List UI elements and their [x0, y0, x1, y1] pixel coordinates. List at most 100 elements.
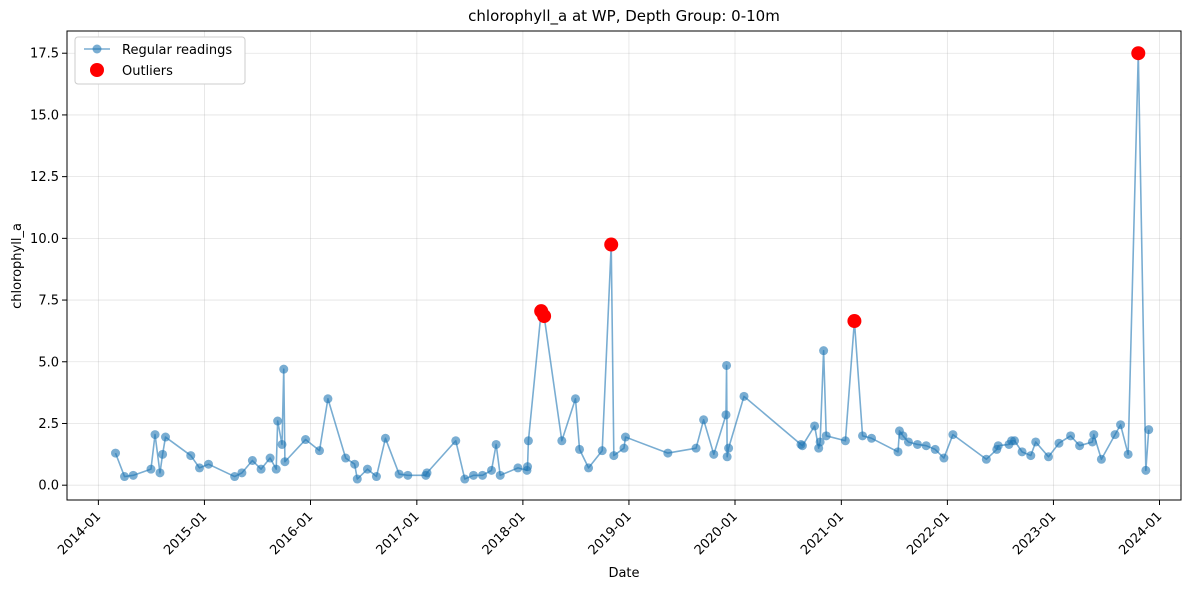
regular-reading-point: [513, 463, 523, 473]
x-tick-label: 2022-01: [904, 509, 953, 558]
x-tick-label: 2018-01: [480, 509, 529, 558]
regular-reading-point: [570, 394, 580, 404]
regular-reading-point: [1044, 452, 1054, 462]
x-tick-label: 2014-01: [55, 509, 104, 558]
regular-reading-point: [821, 431, 831, 441]
x-tick-label: 2020-01: [692, 509, 741, 558]
regular-reading-point: [323, 394, 333, 404]
y-axis-label: chlorophyll_a: [10, 223, 25, 309]
legend: Regular readings Outliers: [74, 36, 246, 85]
regular-reading-point: [523, 436, 533, 446]
legend-label-outlier: Outliers: [122, 64, 173, 79]
regular-reading-point: [1141, 465, 1151, 475]
regular-reading-point: [619, 443, 629, 453]
y-tick-label: 12.5: [30, 170, 59, 185]
regular-reading-point: [158, 449, 168, 459]
regular-reading-point: [204, 459, 214, 469]
chart-title: chlorophyll_a at WP, Depth Group: 0-10m: [468, 7, 780, 26]
regular-reading-point: [903, 437, 913, 447]
y-tick-label: 5.0: [38, 355, 59, 370]
regular-reading-point: [247, 456, 257, 466]
x-tick-label: 2021-01: [798, 509, 847, 558]
x-tick-label: 2019-01: [586, 509, 635, 558]
regular-reading-point: [1089, 430, 1099, 440]
regular-reading-point: [815, 437, 825, 447]
regular-reading-point: [557, 436, 567, 446]
x-tick-label: 2017-01: [374, 509, 423, 558]
regular-reading-point: [186, 451, 196, 461]
regular-reading-point: [691, 443, 701, 453]
regular-reading-point: [1144, 425, 1154, 435]
regular-reading-point: [898, 431, 908, 441]
y-tick-label: 7.5: [38, 294, 59, 309]
regular-reading-point: [867, 433, 877, 443]
regular-reading-point: [160, 432, 170, 442]
y-tick-label: 17.5: [30, 47, 59, 62]
regular-reading-point: [523, 462, 533, 472]
regular-reading-point: [194, 463, 204, 473]
regular-reading-point: [380, 433, 390, 443]
regular-reading-point: [120, 472, 130, 482]
regular-reading-point: [948, 430, 958, 440]
regular-reading-point: [721, 410, 731, 420]
regular-reading-point: [352, 474, 362, 484]
regular-reading-point: [350, 459, 360, 469]
regular-reading-point: [1116, 420, 1126, 430]
regular-reading-point: [819, 346, 829, 356]
legend-marker-regular: [92, 44, 102, 54]
regular-reading-point: [797, 441, 807, 451]
regular-reading-point: [709, 449, 719, 459]
regular-reading-point: [1123, 449, 1133, 459]
regular-reading-point: [724, 443, 734, 453]
regular-reading-point: [858, 431, 868, 441]
outlier-point: [604, 237, 619, 252]
regular-reading-point: [1075, 441, 1085, 451]
regular-reading-point: [362, 464, 372, 474]
regular-reading-point: [575, 444, 585, 454]
x-axis-label: Date: [608, 566, 639, 581]
regular-reading-point: [341, 453, 351, 463]
regular-reading-point: [609, 451, 619, 461]
regular-readings-line: [114, 52, 1150, 480]
y-tick-label: 15.0: [30, 108, 59, 123]
regular-reading-point: [403, 470, 413, 480]
legend-marker-outlier: [90, 63, 104, 77]
x-tick-label: 2015-01: [161, 509, 210, 558]
regular-reading-point: [468, 470, 478, 480]
regular-reading-point: [487, 465, 497, 475]
x-tick-label: 2023-01: [1010, 509, 1059, 558]
regular-reading-point: [1026, 451, 1036, 461]
y-axis: 0.0 2.5 5.0 7.5 10.0 12.5 15.0 17.5: [30, 47, 67, 494]
regular-reading-point: [912, 439, 922, 449]
x-tick-label: 2016-01: [267, 509, 316, 558]
regular-reading-point: [495, 470, 505, 480]
regular-reading-point: [265, 453, 275, 463]
regular-reading-point: [810, 421, 820, 431]
regular-reading-point: [491, 439, 501, 449]
regular-reading-point: [230, 472, 240, 482]
regular-reading-point: [150, 430, 160, 440]
outlier-point: [1131, 46, 1146, 61]
regular-reading-point: [111, 448, 121, 458]
plot-frame: [66, 30, 1182, 501]
regular-reading-point: [460, 474, 470, 484]
regular-reading-point: [930, 444, 940, 454]
regular-reading-point: [1031, 437, 1041, 447]
regular-reading-point: [422, 468, 432, 478]
legend-label-regular: Regular readings: [122, 43, 232, 58]
regular-reading-point: [722, 360, 732, 370]
x-tick-label: 2024-01: [1116, 509, 1165, 558]
regular-reading-point: [1066, 431, 1076, 441]
regular-reading-point: [279, 364, 289, 374]
x-axis: 2014-01 2015-01 2016-01 2017-01 2018-01 2019-…: [55, 500, 1165, 558]
regular-reading-point: [128, 470, 138, 480]
y-tick-label: 2.5: [38, 417, 59, 432]
regular-reading-point: [921, 441, 931, 451]
regular-reading-point: [301, 435, 311, 445]
regular-reading-point: [280, 457, 290, 467]
regular-reading-point: [477, 470, 487, 480]
grid: [67, 31, 1181, 500]
regular-reading-point: [1017, 447, 1027, 457]
legend-box: [74, 36, 246, 85]
regular-reading-point: [273, 416, 283, 426]
